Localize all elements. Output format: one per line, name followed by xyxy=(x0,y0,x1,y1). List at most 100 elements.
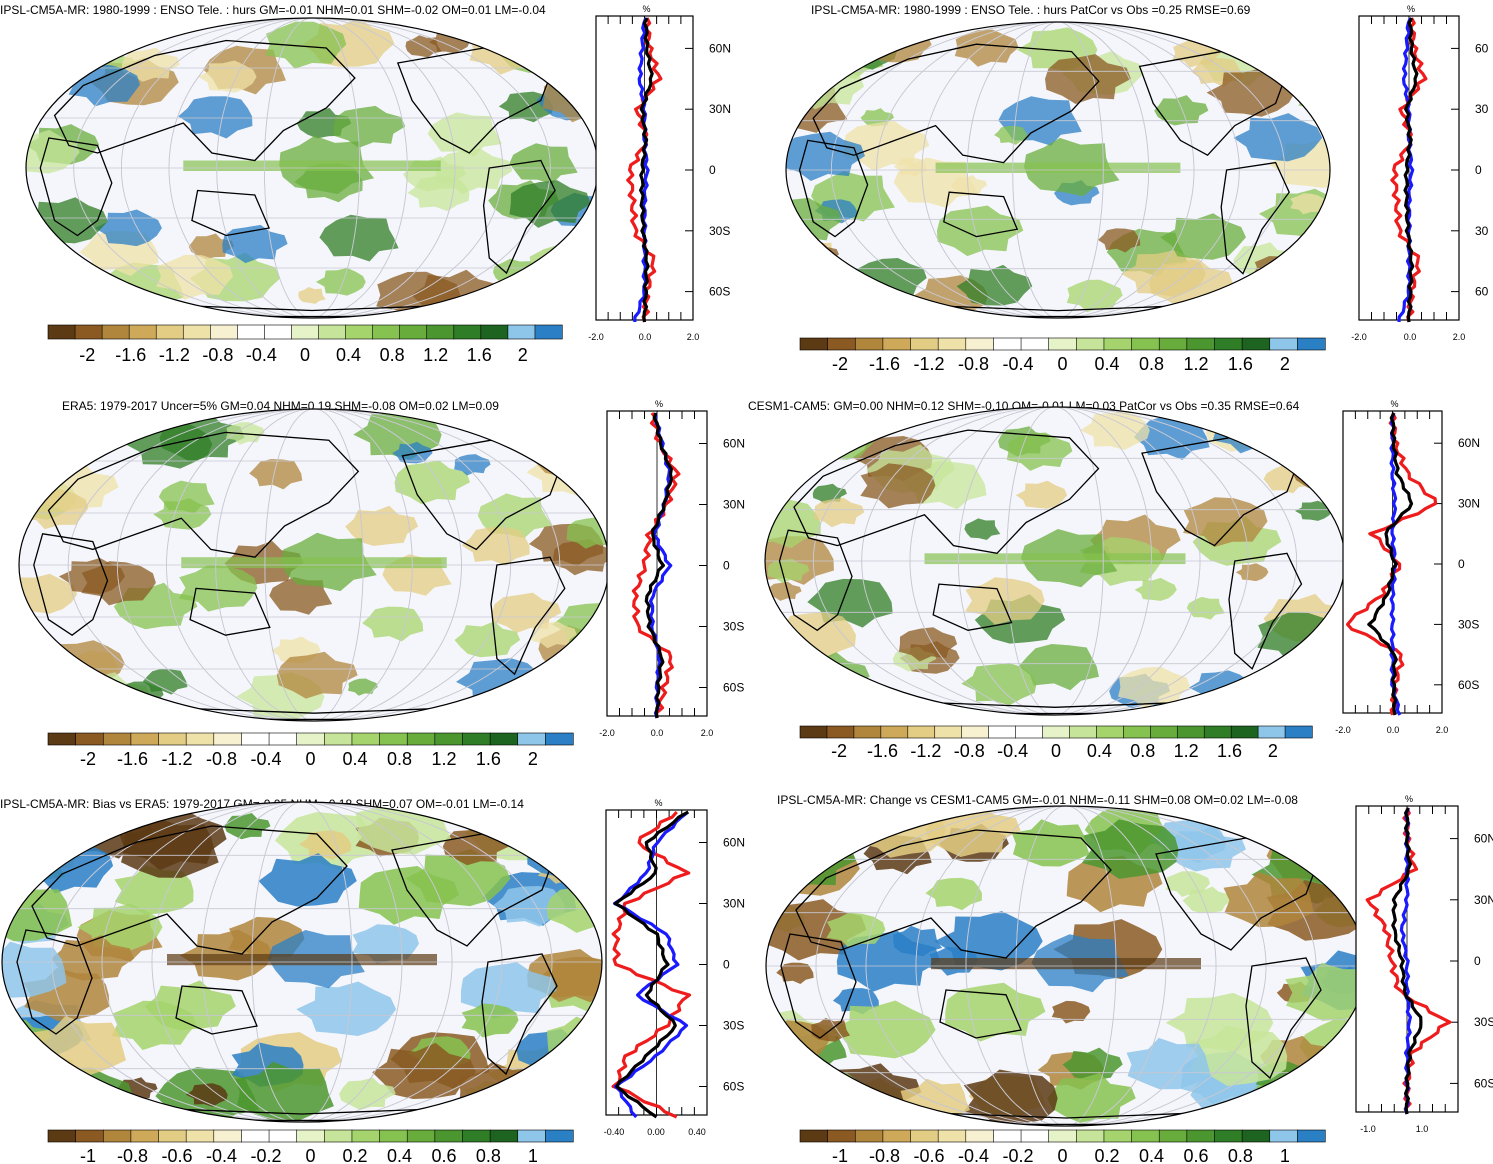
colorbar-label: -0.4 xyxy=(206,1146,237,1164)
colorbar-label: -0.8 xyxy=(202,345,233,365)
coastline-5 xyxy=(1220,161,1290,275)
profile-unit: % xyxy=(1407,4,1415,14)
colorbar-swatch xyxy=(1048,337,1077,351)
zonal-profile-6: % -1.0 1.0 60N 30N 0 30S 60S xyxy=(1355,794,1493,1134)
colorbar-swatch xyxy=(1297,337,1326,351)
coastline-3 xyxy=(939,989,1022,1039)
colorbar-label: 0.2 xyxy=(1094,1146,1119,1164)
colorbar-label: -0.6 xyxy=(914,1146,945,1164)
lat-tick-label: 30 xyxy=(1475,102,1489,116)
colorbar-swatch xyxy=(799,725,828,739)
colorbar-label: -1.2 xyxy=(910,741,941,761)
colorbar-label: -0.4 xyxy=(250,749,281,769)
colorbar-label: 0.8 xyxy=(380,345,405,365)
colorbar-5: -1 -0.8 -0.6 -0.4 -0.2 0 0.2 0.4 0.6 0.8 1 xyxy=(47,1129,574,1164)
coastline-2 xyxy=(780,933,857,1039)
lat-tick-label: 60 xyxy=(1475,41,1489,55)
colorbar-label: 2 xyxy=(1268,741,1278,761)
colorbar-swatch xyxy=(74,324,103,340)
colorbar-swatch xyxy=(854,337,884,351)
colorbar-swatch xyxy=(1015,725,1044,739)
map-panel-6 xyxy=(765,805,1367,1127)
coastline-5 xyxy=(1228,552,1303,670)
colorbar-swatch xyxy=(988,725,1017,739)
colorbar-swatch xyxy=(480,324,509,340)
coastline-5 xyxy=(1245,957,1322,1080)
colorbar-label: -1.6 xyxy=(117,749,148,769)
coastline-2 xyxy=(33,533,109,636)
colorbar-swatch xyxy=(268,732,298,746)
profile-unit: % xyxy=(1405,794,1413,804)
colorbar-label: 0.8 xyxy=(476,1146,501,1164)
colorbar-swatch xyxy=(434,732,464,746)
profile-series-blue xyxy=(613,810,690,1119)
lat-tick-label: 0 xyxy=(723,958,730,972)
colorbar-swatch xyxy=(910,337,939,351)
colorbar-swatch xyxy=(799,1129,829,1143)
colorbar-swatch xyxy=(210,324,238,340)
colorbar-swatch xyxy=(1020,337,1050,351)
profile-xtick-label: 0.0 xyxy=(1404,332,1417,342)
colorbar-swatch xyxy=(965,337,995,351)
coastline-2 xyxy=(798,139,869,238)
colorbar-swatch xyxy=(827,337,856,351)
profile-unit: % xyxy=(1390,399,1398,409)
colorbar-swatch xyxy=(854,1129,884,1143)
colorbar-swatch xyxy=(1076,1129,1105,1143)
map-panel-4 xyxy=(764,406,1346,716)
profile-series-red xyxy=(1390,17,1428,323)
colorbar-swatch xyxy=(965,1129,995,1143)
lat-tick-label: 30N xyxy=(709,102,731,116)
colorbar-label: 0.4 xyxy=(1094,354,1119,374)
colorbar-swatch xyxy=(826,725,855,739)
colorbar-swatch xyxy=(507,324,536,340)
coastline-1 xyxy=(793,429,1100,555)
colorbar-label: 0.8 xyxy=(1130,741,1155,761)
colorbar-label: -2 xyxy=(831,741,847,761)
colorbar-label: -1 xyxy=(832,1146,848,1164)
colorbar-swatch xyxy=(853,725,882,739)
colorbar-label: 2 xyxy=(518,345,528,365)
colorbar-swatch xyxy=(1123,725,1151,739)
profile-xtick-label: -1.0 xyxy=(1360,1124,1376,1134)
colorbar-label: -1.6 xyxy=(867,741,898,761)
colorbar-swatch xyxy=(517,1129,546,1143)
profile-unit: % xyxy=(654,798,662,808)
lat-tick-label: 60S xyxy=(1474,1076,1493,1090)
colorbar-swatch xyxy=(799,337,829,351)
lat-tick-label: 30S xyxy=(709,224,730,238)
colorbar-label: 0 xyxy=(1057,354,1067,374)
colorbar-label: 0.8 xyxy=(1139,354,1164,374)
colorbar-label: -0.2 xyxy=(1002,1146,1033,1164)
coastline-3 xyxy=(932,583,1013,631)
colorbar-swatch xyxy=(296,732,325,746)
lat-tick-label: 60S xyxy=(723,1080,744,1094)
profile-xtick-label: 0.0 xyxy=(651,728,664,738)
profile-series-red xyxy=(626,17,663,323)
profile-xtick-label: 0.40 xyxy=(688,1127,706,1137)
colorbar-swatch xyxy=(453,324,482,340)
lat-tick-label: 30N xyxy=(723,897,745,911)
colorbar-label: 1.2 xyxy=(1183,354,1208,374)
colorbar-label: 0 xyxy=(305,1146,315,1164)
colorbar-label: -1.2 xyxy=(159,345,190,365)
colorbar-label: 0.8 xyxy=(387,749,412,769)
colorbar-label: 0.4 xyxy=(1139,1146,1164,1164)
colorbar-swatch xyxy=(880,725,909,739)
profile-xtick-label: 2.0 xyxy=(687,332,700,342)
lat-tick-label: 0 xyxy=(1458,557,1465,571)
profile-xtick-label: 2.0 xyxy=(1436,725,1449,735)
map-panel-3 xyxy=(18,408,610,722)
colorbar-swatch xyxy=(158,732,187,746)
colorbar-label: 1.6 xyxy=(1228,354,1253,374)
lat-tick-label: 0 xyxy=(1474,954,1481,968)
colorbar-swatch xyxy=(489,1129,519,1143)
coastline-3 xyxy=(191,189,271,237)
coastline-2 xyxy=(16,929,93,1035)
colorbar-label: -2 xyxy=(80,749,96,769)
colorbar-swatch xyxy=(882,337,912,351)
colorbar-swatch xyxy=(1241,337,1271,351)
coastline-1 xyxy=(795,829,1112,959)
colorbar-label: 0.8 xyxy=(1228,1146,1253,1164)
colorbar-swatch xyxy=(1103,337,1133,351)
